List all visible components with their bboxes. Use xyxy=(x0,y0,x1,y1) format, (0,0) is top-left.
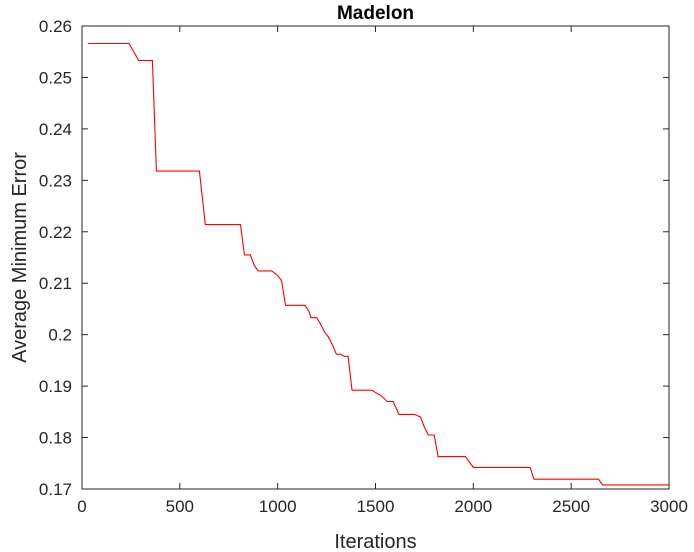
x-axis-label: Iterations xyxy=(334,531,416,552)
y-tick-label: 0.26 xyxy=(39,17,72,36)
y-tick-label: 0.22 xyxy=(39,223,72,242)
x-tick-label: 1000 xyxy=(259,497,297,516)
y-tick-label: 0.25 xyxy=(39,68,72,87)
error-series-line xyxy=(87,42,669,486)
y-axis-ticks: 0.17 0.18 0.19 0.2 0.21 0.22 0.23 0.24 0.25 0.26 xyxy=(39,17,669,499)
x-axis-ticks: 0 500 1000 1500 2000 2500 3000 xyxy=(77,26,688,516)
y-tick-label: 0.21 xyxy=(39,274,72,293)
x-tick-label: 500 xyxy=(166,497,194,516)
x-tick-label: 3000 xyxy=(650,497,688,516)
x-tick-label: 0 xyxy=(77,497,86,516)
y-tick-label: 0.18 xyxy=(39,429,72,448)
x-tick-label: 1500 xyxy=(357,497,395,516)
chart-title: Madelon xyxy=(337,3,414,24)
y-tick-label: 0.17 xyxy=(39,480,72,499)
x-tick-label: 2000 xyxy=(454,497,492,516)
plot-frame xyxy=(81,25,670,490)
plot-area: 0 500 1000 1500 2000 2500 3000 0.17 0.18 0.19 0.2… xyxy=(39,17,688,516)
y-tick-label: 0.24 xyxy=(39,120,72,139)
y-tick-label: 0.23 xyxy=(39,171,72,190)
y-tick-label: 0.2 xyxy=(48,326,72,345)
y-axis-label: Average Minimum Error xyxy=(9,152,31,363)
x-tick-label: 2500 xyxy=(552,497,590,516)
y-tick-label: 0.19 xyxy=(39,377,72,396)
